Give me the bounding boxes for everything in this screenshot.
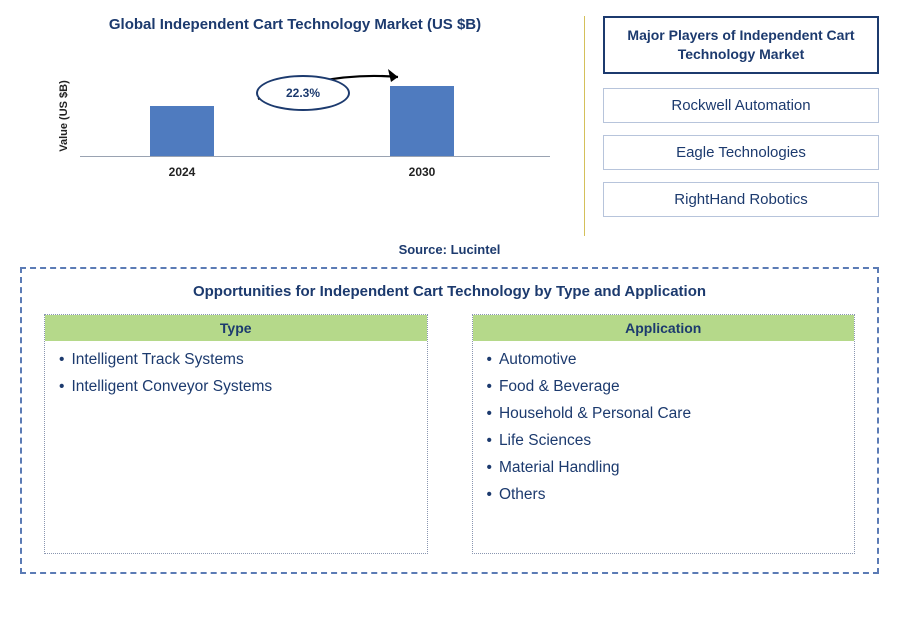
top-row: Global Independent Cart Technology Marke… <box>20 16 879 236</box>
item-text: Life Sciences <box>499 432 591 450</box>
chart-title: Global Independent Cart Technology Marke… <box>20 16 570 33</box>
item-text: Intelligent Conveyor Systems <box>71 378 272 396</box>
cagr-ellipse: 22.3% <box>256 75 350 111</box>
list-item: • Material Handling <box>487 459 841 477</box>
player-item: RightHand Robotics <box>603 182 879 217</box>
bullet-icon: • <box>487 459 492 477</box>
source-label: Source: Lucintel <box>20 242 879 257</box>
item-text: Food & Beverage <box>499 378 620 396</box>
cagr-callout: 22.3% <box>250 69 390 119</box>
bullet-icon: • <box>59 378 64 396</box>
item-text: Material Handling <box>499 459 620 477</box>
bullet-icon: • <box>487 378 492 396</box>
cagr-label: 22.3% <box>286 86 320 100</box>
chart-baseline <box>80 156 550 157</box>
chart-section: Global Independent Cart Technology Marke… <box>20 16 580 236</box>
list-item: • Life Sciences <box>487 432 841 450</box>
vertical-divider <box>584 16 585 236</box>
application-header: Application <box>473 315 855 341</box>
type-column: Type • Intelligent Track Systems • Intellig… <box>44 314 428 554</box>
list-item: • Intelligent Track Systems <box>59 351 413 369</box>
opportunities-box: Opportunities for Independent Cart Techn… <box>20 267 879 574</box>
opportunities-columns: Type • Intelligent Track Systems • Intellig… <box>44 314 855 554</box>
item-text: Household & Personal Care <box>499 405 691 423</box>
player-item: Eagle Technologies <box>603 135 879 170</box>
bullet-icon: • <box>59 351 64 369</box>
type-header: Type <box>45 315 427 341</box>
opportunities-title: Opportunities for Independent Cart Techn… <box>44 283 855 300</box>
list-item: • Household & Personal Care <box>487 405 841 423</box>
player-item: Rockwell Automation <box>603 88 879 123</box>
application-column: Application •Automotive•Food & Beverage•… <box>472 314 856 554</box>
list-item: • Others <box>487 486 841 504</box>
x-axis-label: 2030 <box>390 165 454 179</box>
players-section: Major Players of Independent Cart Techno… <box>589 16 879 236</box>
list-item: • Automotive <box>487 351 841 369</box>
item-text: Automotive <box>499 351 577 369</box>
bar-chart: Value (US $B) 20242030 22.3% <box>80 51 550 181</box>
players-header: Major Players of Independent Cart Techno… <box>603 16 879 74</box>
y-axis-label: Value (US $B) <box>58 80 70 152</box>
item-text: Others <box>499 486 546 504</box>
bar <box>150 106 214 156</box>
item-text: Intelligent Track Systems <box>71 351 243 369</box>
x-axis-label: 2024 <box>150 165 214 179</box>
list-item: • Food & Beverage <box>487 378 841 396</box>
bullet-icon: • <box>487 351 492 369</box>
bullet-icon: • <box>487 486 492 504</box>
list-item: • Intelligent Conveyor Systems <box>59 378 413 396</box>
bullet-icon: • <box>487 405 492 423</box>
bullet-icon: • <box>487 432 492 450</box>
